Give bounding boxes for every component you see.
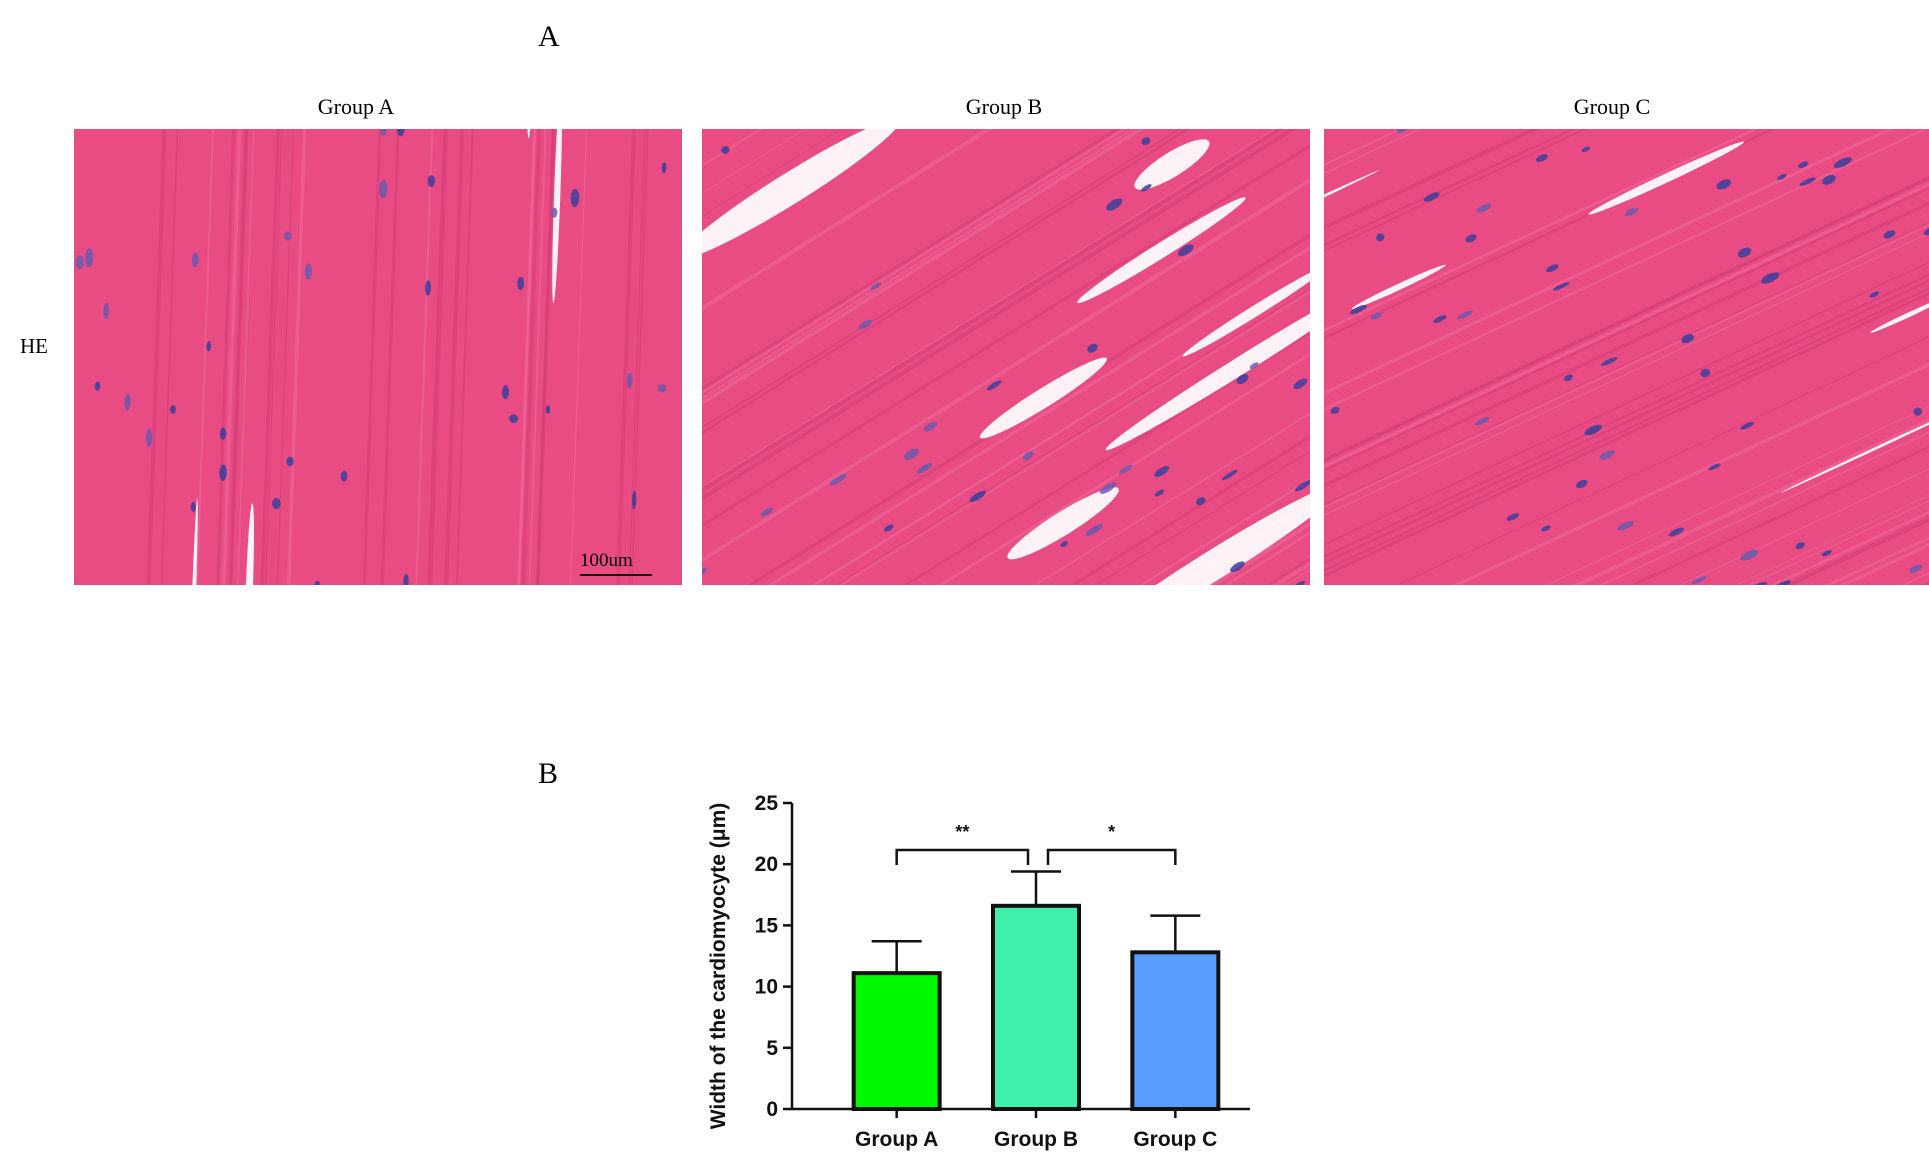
- significance-label: **: [955, 822, 969, 842]
- y-tick-label: 5: [766, 1037, 778, 1060]
- scale-bar-line: [580, 574, 652, 576]
- x-tick-label: Group B: [994, 1128, 1078, 1151]
- micrograph-group-b: [702, 129, 1310, 585]
- bar: [991, 903, 1081, 1111]
- x-tick-label: Group A: [855, 1128, 938, 1151]
- panel-title-group-b: Group B: [965, 94, 1043, 119]
- significance-bracket: [1046, 848, 1177, 865]
- y-tick-label: 20: [755, 853, 778, 876]
- bar: [851, 971, 942, 1111]
- tissue-fibers: [702, 129, 1310, 585]
- panel-a-letter: A: [538, 20, 560, 53]
- panel-title-group-a: Group A: [317, 94, 395, 119]
- y-tick-label: 25: [755, 792, 779, 815]
- significance-bracket: [895, 848, 1030, 865]
- micrograph-group-c: [1324, 129, 1929, 585]
- y-axis-title: Width of the cardiomyocyte (μm): [707, 803, 730, 1130]
- micrograph-group-a: [74, 129, 682, 585]
- significance-label: *: [1108, 822, 1115, 842]
- panel-title-group-c: Group C: [1573, 94, 1651, 119]
- y-tick-label: 0: [766, 1098, 778, 1121]
- y-tick-label: 15: [755, 914, 779, 937]
- y-tick-label: 10: [755, 976, 778, 999]
- scale-bar: 100um: [580, 550, 652, 576]
- scale-bar-label: 100um: [580, 550, 633, 571]
- bar: [1130, 950, 1221, 1111]
- bar-chart: 0 5 10 15 20 25 Width of the cardiomyocyte (μm…: [707, 792, 1250, 1151]
- tissue-fibers: [1324, 129, 1929, 585]
- tissue-fibers: [74, 129, 667, 585]
- x-tick-label: Group C: [1133, 1128, 1217, 1151]
- panel-b-letter: B: [538, 757, 559, 790]
- he-row-label: HE: [20, 334, 48, 358]
